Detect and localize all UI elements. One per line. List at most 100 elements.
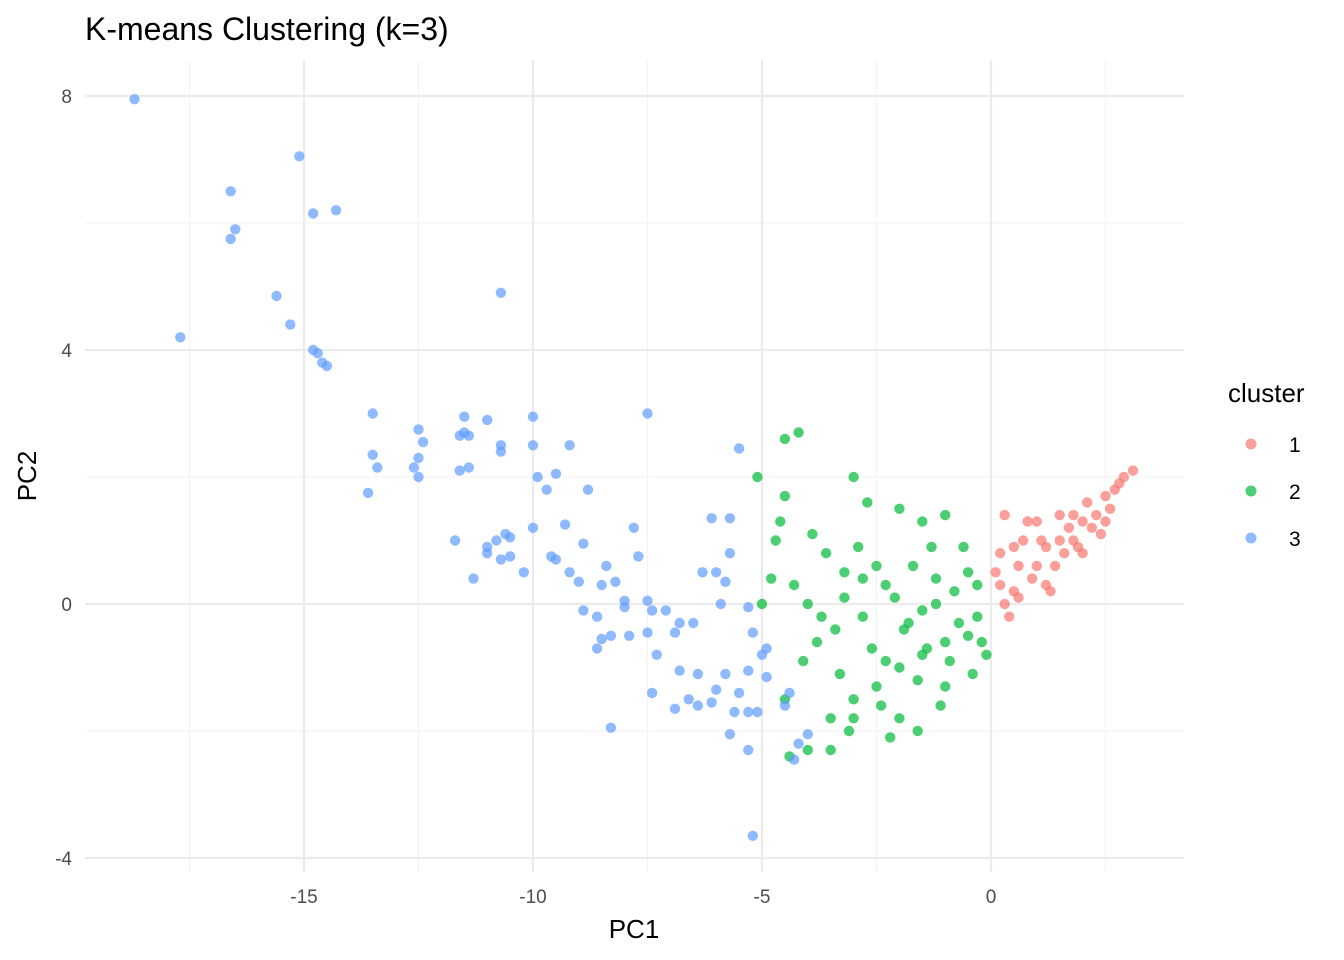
- data-point: [628, 522, 639, 533]
- x-axis-ticks: -15 -10 -5 0: [290, 887, 996, 908]
- data-point: [724, 729, 736, 740]
- data-point: [308, 208, 319, 219]
- y-tick-label: 4: [61, 341, 72, 362]
- data-point: [871, 560, 882, 572]
- data-point: [285, 319, 296, 330]
- data-point: [720, 576, 731, 587]
- data-point: [230, 224, 241, 235]
- data-point: [733, 687, 745, 699]
- data-point: [711, 684, 722, 695]
- data-point: [944, 655, 955, 667]
- x-tick-label: -15: [290, 887, 317, 908]
- data-point: [692, 668, 704, 680]
- data-point: [225, 186, 236, 197]
- data-points: [129, 94, 1139, 841]
- data-point: [591, 611, 603, 622]
- data-point: [463, 430, 475, 441]
- data-point: [784, 687, 795, 699]
- data-point: [413, 452, 424, 464]
- data-point: [816, 611, 827, 622]
- legend-key-1: [1245, 438, 1257, 450]
- data-point: [610, 576, 621, 587]
- data-point: [1086, 522, 1098, 533]
- data-point: [825, 713, 836, 724]
- data-point: [706, 697, 717, 708]
- data-point: [601, 560, 612, 572]
- data-point: [271, 290, 282, 302]
- data-point: [692, 700, 704, 711]
- data-point: [752, 706, 763, 718]
- data-point: [294, 151, 305, 162]
- data-point: [578, 538, 589, 549]
- data-point: [1045, 586, 1056, 597]
- data-point: [491, 535, 502, 546]
- data-point: [605, 630, 617, 641]
- y-tick-label: 0: [61, 595, 72, 616]
- data-point: [532, 471, 543, 483]
- data-point: [770, 535, 781, 546]
- data-point: [417, 436, 429, 448]
- data-point: [1059, 548, 1070, 559]
- data-point: [1054, 535, 1065, 546]
- data-point: [926, 541, 937, 553]
- legend-label-3: 3: [1289, 528, 1301, 551]
- data-point: [761, 643, 772, 654]
- data-point: [527, 440, 539, 451]
- y-tick-label: 8: [61, 87, 72, 108]
- data-point: [1049, 560, 1061, 572]
- data-point: [885, 732, 896, 743]
- data-point: [857, 611, 868, 622]
- data-point: [642, 595, 653, 606]
- data-point: [848, 471, 859, 483]
- data-point: [848, 713, 859, 724]
- data-point: [972, 579, 983, 591]
- data-point: [330, 205, 342, 216]
- data-point: [880, 579, 891, 591]
- legend: cluster 1 2 3: [1228, 378, 1305, 551]
- legend-title: cluster: [1228, 378, 1305, 408]
- data-point: [788, 754, 800, 765]
- data-point: [495, 287, 507, 298]
- data-point: [1095, 528, 1107, 540]
- data-point: [459, 411, 470, 422]
- data-point: [674, 665, 685, 676]
- series-cluster-3: [129, 94, 813, 841]
- data-point: [940, 681, 951, 692]
- legend-label-1: 1: [1289, 434, 1301, 457]
- data-point: [582, 484, 594, 495]
- data-point: [793, 427, 804, 438]
- data-point: [527, 411, 539, 422]
- data-point: [995, 579, 1006, 591]
- data-point: [848, 694, 859, 705]
- data-point: [504, 551, 516, 562]
- data-point: [651, 649, 662, 660]
- data-point: [578, 605, 589, 616]
- data-point: [449, 535, 461, 546]
- data-point: [711, 567, 722, 578]
- x-tick-label: -5: [754, 887, 771, 908]
- data-point: [930, 598, 942, 610]
- data-point: [894, 713, 905, 724]
- data-point: [482, 541, 493, 553]
- data-point: [912, 675, 923, 686]
- data-point: [834, 668, 846, 680]
- grid-lines: [85, 60, 1184, 872]
- data-point: [495, 554, 507, 565]
- data-point: [591, 643, 603, 654]
- data-point: [619, 602, 630, 613]
- data-point: [1068, 509, 1079, 521]
- data-point: [990, 567, 1001, 578]
- data-point: [1114, 478, 1125, 489]
- chart-title: K-means Clustering (k=3): [85, 11, 449, 47]
- data-point: [894, 503, 905, 514]
- data-point: [802, 744, 813, 756]
- data-point: [930, 573, 942, 584]
- data-point: [706, 513, 717, 524]
- data-point: [527, 522, 539, 533]
- data-point: [866, 643, 878, 654]
- y-axis-ticks: -4 0 4 8: [55, 87, 72, 870]
- data-point: [454, 465, 465, 476]
- y-tick-label: -4: [55, 849, 72, 870]
- data-point: [962, 630, 974, 641]
- data-point: [413, 424, 424, 435]
